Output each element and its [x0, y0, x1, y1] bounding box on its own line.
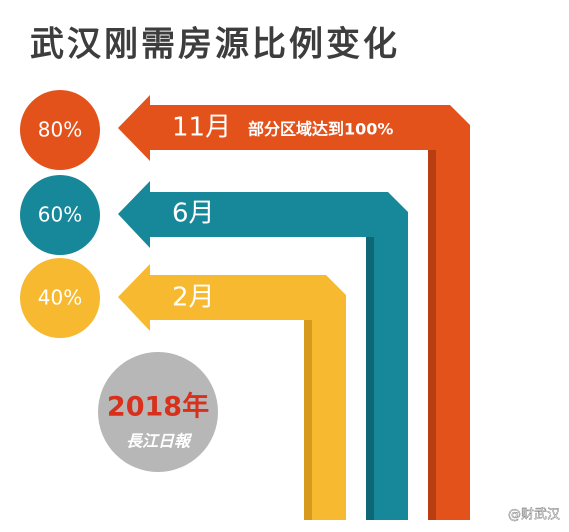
- arrow-shade: [428, 150, 436, 520]
- month-label: 11月: [172, 113, 231, 143]
- month-note: 部分区域达到100%: [248, 120, 393, 139]
- percent-label: 60%: [38, 203, 82, 227]
- month-label: 2月: [172, 283, 215, 313]
- month-label: 6月: [172, 199, 215, 229]
- badge-source: 長江日報: [126, 432, 193, 451]
- percent-circle: [20, 175, 100, 255]
- arrow: [118, 264, 346, 520]
- percent-circle: [20, 90, 100, 170]
- percent-label: 40%: [38, 286, 82, 310]
- title: 武汉刚需房源比例变化: [30, 25, 400, 65]
- percent-label: 80%: [38, 118, 82, 142]
- percent-circle: [20, 258, 100, 338]
- badge-year: 2018年: [107, 391, 209, 423]
- watermark: @财武汉: [508, 508, 560, 523]
- arrow-shade: [366, 237, 374, 520]
- arrow-shade: [304, 320, 312, 520]
- arrow: [118, 181, 408, 520]
- year-badge: [98, 352, 218, 472]
